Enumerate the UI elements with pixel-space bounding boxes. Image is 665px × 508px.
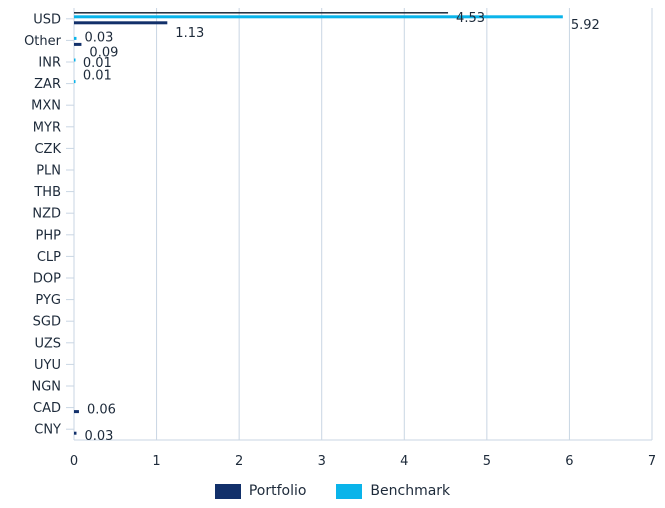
y-tick-label-usd: USD (33, 12, 61, 27)
y-tick-label-clp: CLP (37, 250, 61, 265)
bar-portfolio-cny (74, 431, 77, 435)
y-tick-label-other: Other (24, 34, 62, 49)
y-tick-label-mxn: MXN (31, 99, 61, 114)
legend-swatch-benchmark (336, 483, 363, 499)
y-tick-label-myr: MYR (33, 120, 61, 135)
y-tick-label-cad: CAD (33, 401, 61, 416)
legend: Portfolio Benchmark (0, 483, 665, 499)
legend-swatch-portfolio (214, 483, 241, 499)
data-label-portfolio-other: 0.09 (89, 45, 118, 60)
bar-portfolio-cad (74, 410, 79, 414)
y-tick-label-ngn: NGN (31, 380, 61, 395)
x-tick-label-6: 6 (565, 454, 573, 469)
legend-label-portfolio: Portfolio (248, 483, 307, 499)
x-tick-label-7: 7 (648, 454, 656, 469)
y-tick-label-php: PHP (36, 228, 62, 243)
y-tick-label-inr: INR (38, 56, 61, 71)
y-tick-label-pyg: PYG (35, 293, 61, 308)
y-tick-label-cny: CNY (34, 423, 61, 438)
legend-item-benchmark[interactable]: Benchmark (336, 483, 450, 499)
y-tick-label-zar: ZAR (34, 77, 61, 92)
y-tick-label-uyu: UYU (34, 358, 61, 373)
y-tick-label-dop: DOP (33, 272, 61, 287)
bar-portfolio-other (74, 42, 82, 46)
x-tick-label-2: 2 (235, 454, 243, 469)
y-tick-label-nzd: NZD (32, 207, 61, 222)
data-label-benchmark-usd: 5.92 (571, 18, 600, 33)
bar-benchmark-other (74, 36, 77, 40)
data-label-portfolio-cny: 0.03 (84, 429, 113, 444)
bar-benchmark-inr (74, 58, 76, 62)
bar-portfolio-usd (74, 21, 168, 25)
x-tick-label-1: 1 (152, 454, 160, 469)
data-label-benchmark-other: 0.03 (84, 30, 113, 45)
x-tick-label-0: 0 (70, 454, 78, 469)
data-label-benchmark-inr: 0.01 (83, 56, 112, 71)
y-tick-label-pln: PLN (36, 164, 61, 179)
bar-series-3-usd (74, 12, 449, 14)
legend-item-portfolio[interactable]: Portfolio (214, 483, 307, 499)
data-label-benchmark-zar: 0.01 (83, 69, 112, 84)
x-tick-label-5: 5 (483, 454, 491, 469)
data-label-portfolio-cad: 0.06 (87, 403, 116, 418)
bar-benchmark-zar (74, 80, 76, 84)
legend-label-benchmark: Benchmark (370, 483, 451, 499)
x-tick-label-4: 4 (400, 454, 408, 469)
x-tick-label-3: 3 (318, 454, 326, 469)
y-tick-label-uzs: UZS (35, 336, 61, 351)
chart-svg: 0 1 2 3 4 5 6 7 USD Other INR ZAR MXN MYR CZK PLN THB NZD… (24, 8, 656, 469)
data-label-portfolio-usd: 1.13 (175, 26, 204, 41)
y-tick-label-thb: THB (33, 185, 61, 200)
bar-benchmark-usd (74, 15, 563, 19)
y-tick-label-sgd: SGD (33, 315, 61, 330)
data-label-series-3-usd: 4.53 (456, 11, 485, 26)
y-tick-label-czk: CZK (34, 142, 61, 157)
